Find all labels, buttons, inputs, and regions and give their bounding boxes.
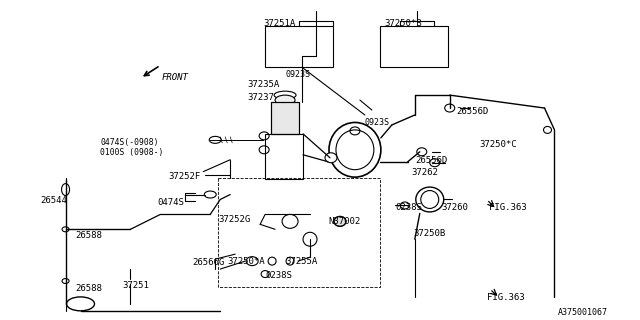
Bar — [271, 102, 299, 134]
Text: 26556D: 26556D — [457, 107, 489, 116]
Text: 37250*B: 37250*B — [385, 19, 422, 28]
Bar — [218, 178, 380, 287]
Text: 0923S: 0923S — [285, 70, 310, 79]
Bar — [265, 134, 303, 179]
Ellipse shape — [325, 153, 337, 163]
Text: 37250B: 37250B — [414, 229, 446, 238]
Text: 37251A: 37251A — [263, 19, 296, 28]
Text: 37235A: 37235A — [247, 80, 280, 89]
Text: 37251: 37251 — [122, 281, 149, 290]
Text: A375001067: A375001067 — [557, 308, 607, 317]
Bar — [218, 178, 380, 287]
Text: 37252F: 37252F — [168, 172, 200, 181]
Text: FIG.363: FIG.363 — [486, 293, 524, 302]
Text: 0923S: 0923S — [365, 118, 390, 127]
Text: 26556D: 26556D — [416, 156, 448, 165]
Text: 0474S(-0908): 0474S(-0908) — [100, 138, 159, 147]
Text: N37002: N37002 — [328, 217, 360, 226]
Text: 37250*C: 37250*C — [479, 140, 517, 149]
Text: 0100S (0908-): 0100S (0908-) — [100, 148, 164, 157]
Text: 0238S: 0238S — [396, 204, 422, 212]
Text: 37237: 37237 — [247, 93, 274, 102]
Text: 37260: 37260 — [442, 204, 468, 212]
Bar — [380, 26, 448, 67]
Text: 0238S: 0238S — [265, 271, 292, 280]
Text: 26588: 26588 — [76, 284, 102, 293]
Ellipse shape — [334, 216, 346, 226]
Bar — [265, 26, 333, 67]
Text: 37252G: 37252G — [218, 215, 250, 224]
Text: FRONT: FRONT — [161, 73, 188, 82]
Text: 26566G: 26566G — [192, 258, 225, 267]
Bar — [271, 102, 299, 134]
Text: 37255A: 37255A — [285, 257, 317, 266]
Text: FIG.363: FIG.363 — [488, 204, 526, 212]
Text: 26544: 26544 — [40, 196, 67, 204]
Ellipse shape — [275, 95, 295, 105]
Text: 37262: 37262 — [412, 168, 438, 177]
Text: 26588: 26588 — [76, 231, 102, 240]
Text: 37250*A: 37250*A — [227, 257, 265, 266]
Ellipse shape — [417, 148, 427, 156]
Text: 0474S: 0474S — [157, 197, 184, 206]
